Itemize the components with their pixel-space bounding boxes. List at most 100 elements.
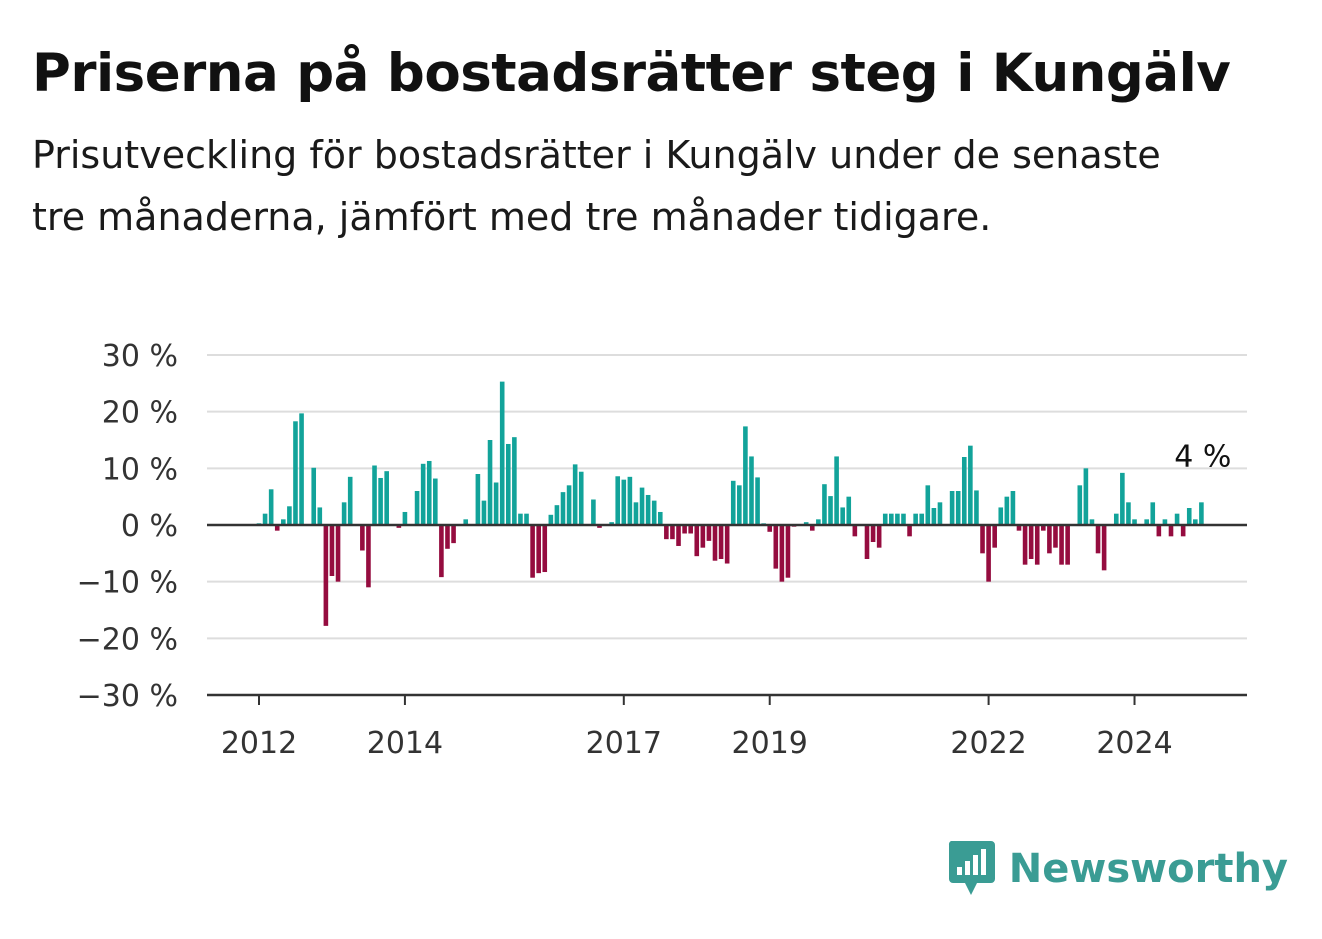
bar [1065,525,1070,565]
bar [834,456,839,525]
bar [475,474,481,525]
last-value-label: 4 % [1174,439,1231,474]
bar [347,476,353,525]
bar [426,460,432,525]
x-tick-label: 2022 [950,726,1026,761]
bar [712,525,718,561]
bar [621,479,627,525]
bar [360,525,365,551]
bar [366,525,371,588]
bar [420,463,426,525]
chart-title: Priserna på bostadsrätter steg i Kungälv [32,43,1231,104]
bar-chart: 30 % 20 % 10 % 0 % −10 % −20 % −30 % 2012 2014 20… [77,339,1247,761]
bar [657,511,663,525]
bar [633,502,639,525]
bar [615,476,621,525]
bar [402,511,408,525]
bar [335,525,341,582]
bar [949,491,955,525]
tick-labels: 30 % 20 % 10 % 0 % −10 % −20 % −30 % 2012 2014 20… [77,339,1232,761]
bar [518,513,523,525]
bar [664,525,669,540]
bar [451,525,456,544]
bar [548,514,554,525]
bar [1199,502,1204,525]
bar [499,381,505,525]
bar [889,513,894,525]
bar [274,525,280,531]
bar [1174,513,1180,525]
bar [1095,525,1101,554]
bar [1126,502,1131,525]
bar [445,525,450,549]
bar [384,471,389,525]
bar [913,513,918,525]
bar [1150,502,1156,525]
bar [463,519,469,525]
bar [694,525,700,557]
bar [651,500,657,525]
bar [414,491,420,525]
bar [846,496,852,525]
bar [560,492,566,525]
bar [743,426,748,525]
bar [737,485,742,525]
bar [749,456,754,525]
bar [1144,519,1149,525]
bar [700,525,706,548]
bar [493,482,499,525]
bar [803,522,809,525]
bar [785,525,791,578]
y-tick-label: 0 % [121,509,178,544]
bar [809,525,815,531]
bar [682,525,687,534]
bar [852,525,858,537]
bar [974,490,979,525]
bar [536,525,541,574]
y-tick-label: −30 % [77,679,178,714]
bar [439,525,444,578]
x-tick-label: 2024 [1096,726,1172,761]
bar [281,519,286,525]
bar [1010,491,1016,525]
bar [1089,519,1095,525]
bar [487,440,493,525]
bar [864,525,870,559]
bar [530,525,535,578]
bar [572,464,578,525]
bar [1028,525,1034,559]
newsworthy-logo-icon [948,841,995,895]
bar [578,471,584,525]
bar [566,485,572,525]
bar [372,465,377,525]
bar [481,500,487,525]
bar [317,507,323,525]
bar [816,519,821,525]
bar [1004,496,1010,525]
bar [986,525,991,582]
y-tick-label: −20 % [77,622,178,657]
bar [1041,525,1046,531]
bar [542,525,548,573]
bar [378,477,383,525]
bar [730,480,736,525]
x-tick-label: 2012 [221,726,297,761]
bar [1168,525,1174,537]
bar [591,499,596,525]
bar [1053,525,1058,548]
bar [870,525,876,542]
bar [876,525,882,548]
bar [882,513,888,525]
bar [627,476,633,525]
y-tick-label: −10 % [77,566,178,601]
bar [724,525,730,564]
bar [1193,519,1198,525]
bar [1113,513,1119,525]
bar [287,506,292,525]
bar [895,513,900,525]
bar [341,502,347,525]
bar-series [256,381,1204,626]
bar [931,508,937,525]
bar [773,525,779,569]
bar [609,522,614,525]
